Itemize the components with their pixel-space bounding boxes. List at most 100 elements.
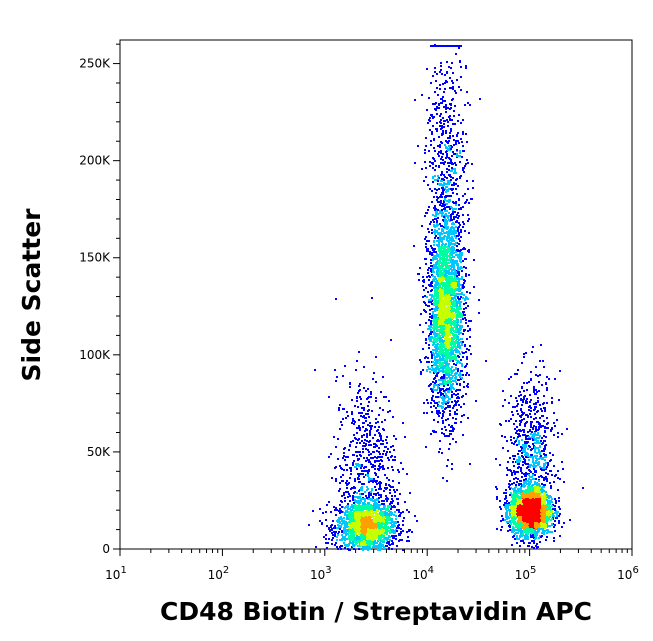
event-point: [326, 525, 328, 527]
event-point: [376, 519, 378, 521]
event-point: [402, 524, 404, 526]
event-point: [349, 542, 351, 544]
event-point: [382, 409, 384, 411]
event-point: [431, 331, 433, 333]
event-point: [382, 443, 384, 445]
event-point: [335, 478, 337, 480]
event-point: [457, 350, 459, 352]
event-point: [458, 298, 460, 300]
event-point: [451, 425, 453, 427]
event-point: [394, 495, 396, 497]
event-point: [457, 345, 459, 347]
event-point: [448, 310, 450, 312]
event-point: [391, 526, 393, 528]
event-point: [370, 529, 372, 531]
event-point: [374, 434, 376, 436]
event-point: [346, 484, 348, 486]
event-point: [398, 527, 400, 529]
event-point: [339, 465, 341, 467]
event-point: [441, 407, 443, 409]
event-point: [438, 401, 440, 403]
event-point: [337, 521, 339, 523]
event-point: [436, 272, 438, 274]
event-point: [344, 365, 346, 367]
event-point: [455, 340, 457, 342]
event-point: [452, 334, 454, 336]
event-point: [449, 290, 451, 292]
event-point: [378, 426, 380, 428]
event-point: [372, 546, 374, 548]
event-point: [445, 396, 447, 398]
event-point: [394, 521, 396, 523]
event-point: [347, 415, 349, 417]
event-point: [429, 285, 431, 287]
event-point: [400, 462, 402, 464]
event-point: [455, 364, 457, 366]
event-point: [464, 280, 466, 282]
event-point: [372, 466, 374, 468]
event-point: [371, 498, 373, 500]
event-point: [431, 254, 433, 256]
event-point: [355, 463, 357, 465]
event-point: [458, 332, 460, 334]
event-point: [441, 266, 443, 268]
event-point: [452, 347, 454, 349]
event-point: [364, 521, 366, 523]
event-point: [362, 448, 364, 450]
event-point: [457, 396, 459, 398]
event-point: [331, 524, 333, 526]
event-point: [453, 393, 455, 395]
event-point: [457, 278, 459, 280]
event-point: [377, 549, 379, 551]
event-point: [368, 401, 370, 403]
event-point: [334, 533, 336, 535]
event-point: [433, 405, 435, 407]
event-point: [460, 236, 462, 238]
event-point: [441, 452, 443, 454]
event-point: [466, 372, 468, 374]
event-point: [315, 546, 317, 548]
event-point: [378, 508, 380, 510]
event-point: [345, 464, 347, 466]
event-point: [378, 465, 380, 467]
event-point: [375, 400, 377, 402]
event-point: [440, 332, 442, 334]
event-point: [355, 541, 357, 543]
event-point: [334, 535, 336, 537]
event-point: [374, 465, 376, 467]
event-point: [359, 528, 361, 530]
event-point: [396, 545, 398, 547]
event-point: [468, 374, 470, 376]
event-point: [357, 439, 359, 441]
event-point: [433, 384, 435, 386]
event-point: [357, 451, 359, 453]
event-point: [381, 526, 383, 528]
event-point: [402, 520, 404, 522]
event-point: [376, 460, 378, 462]
event-point: [425, 258, 427, 260]
event-point: [344, 523, 346, 525]
event-point: [351, 542, 353, 544]
event-point: [449, 326, 451, 328]
event-point: [465, 275, 467, 277]
event-point: [335, 542, 337, 544]
event-point: [444, 74, 446, 76]
event-point: [455, 226, 457, 228]
event-point: [347, 518, 349, 520]
event-point: [467, 383, 469, 385]
event-point: [436, 280, 438, 282]
event-point: [445, 359, 447, 361]
event-point: [437, 348, 439, 350]
event-point: [452, 417, 454, 419]
event-point: [445, 331, 447, 333]
event-point: [469, 328, 471, 330]
event-point: [455, 232, 457, 234]
event-point: [417, 273, 419, 275]
event-point: [438, 451, 440, 453]
event-point: [442, 327, 444, 329]
event-point: [366, 433, 368, 435]
event-point: [435, 359, 437, 361]
event-point: [430, 333, 432, 335]
event-point: [442, 336, 444, 338]
event-point: [429, 223, 431, 225]
